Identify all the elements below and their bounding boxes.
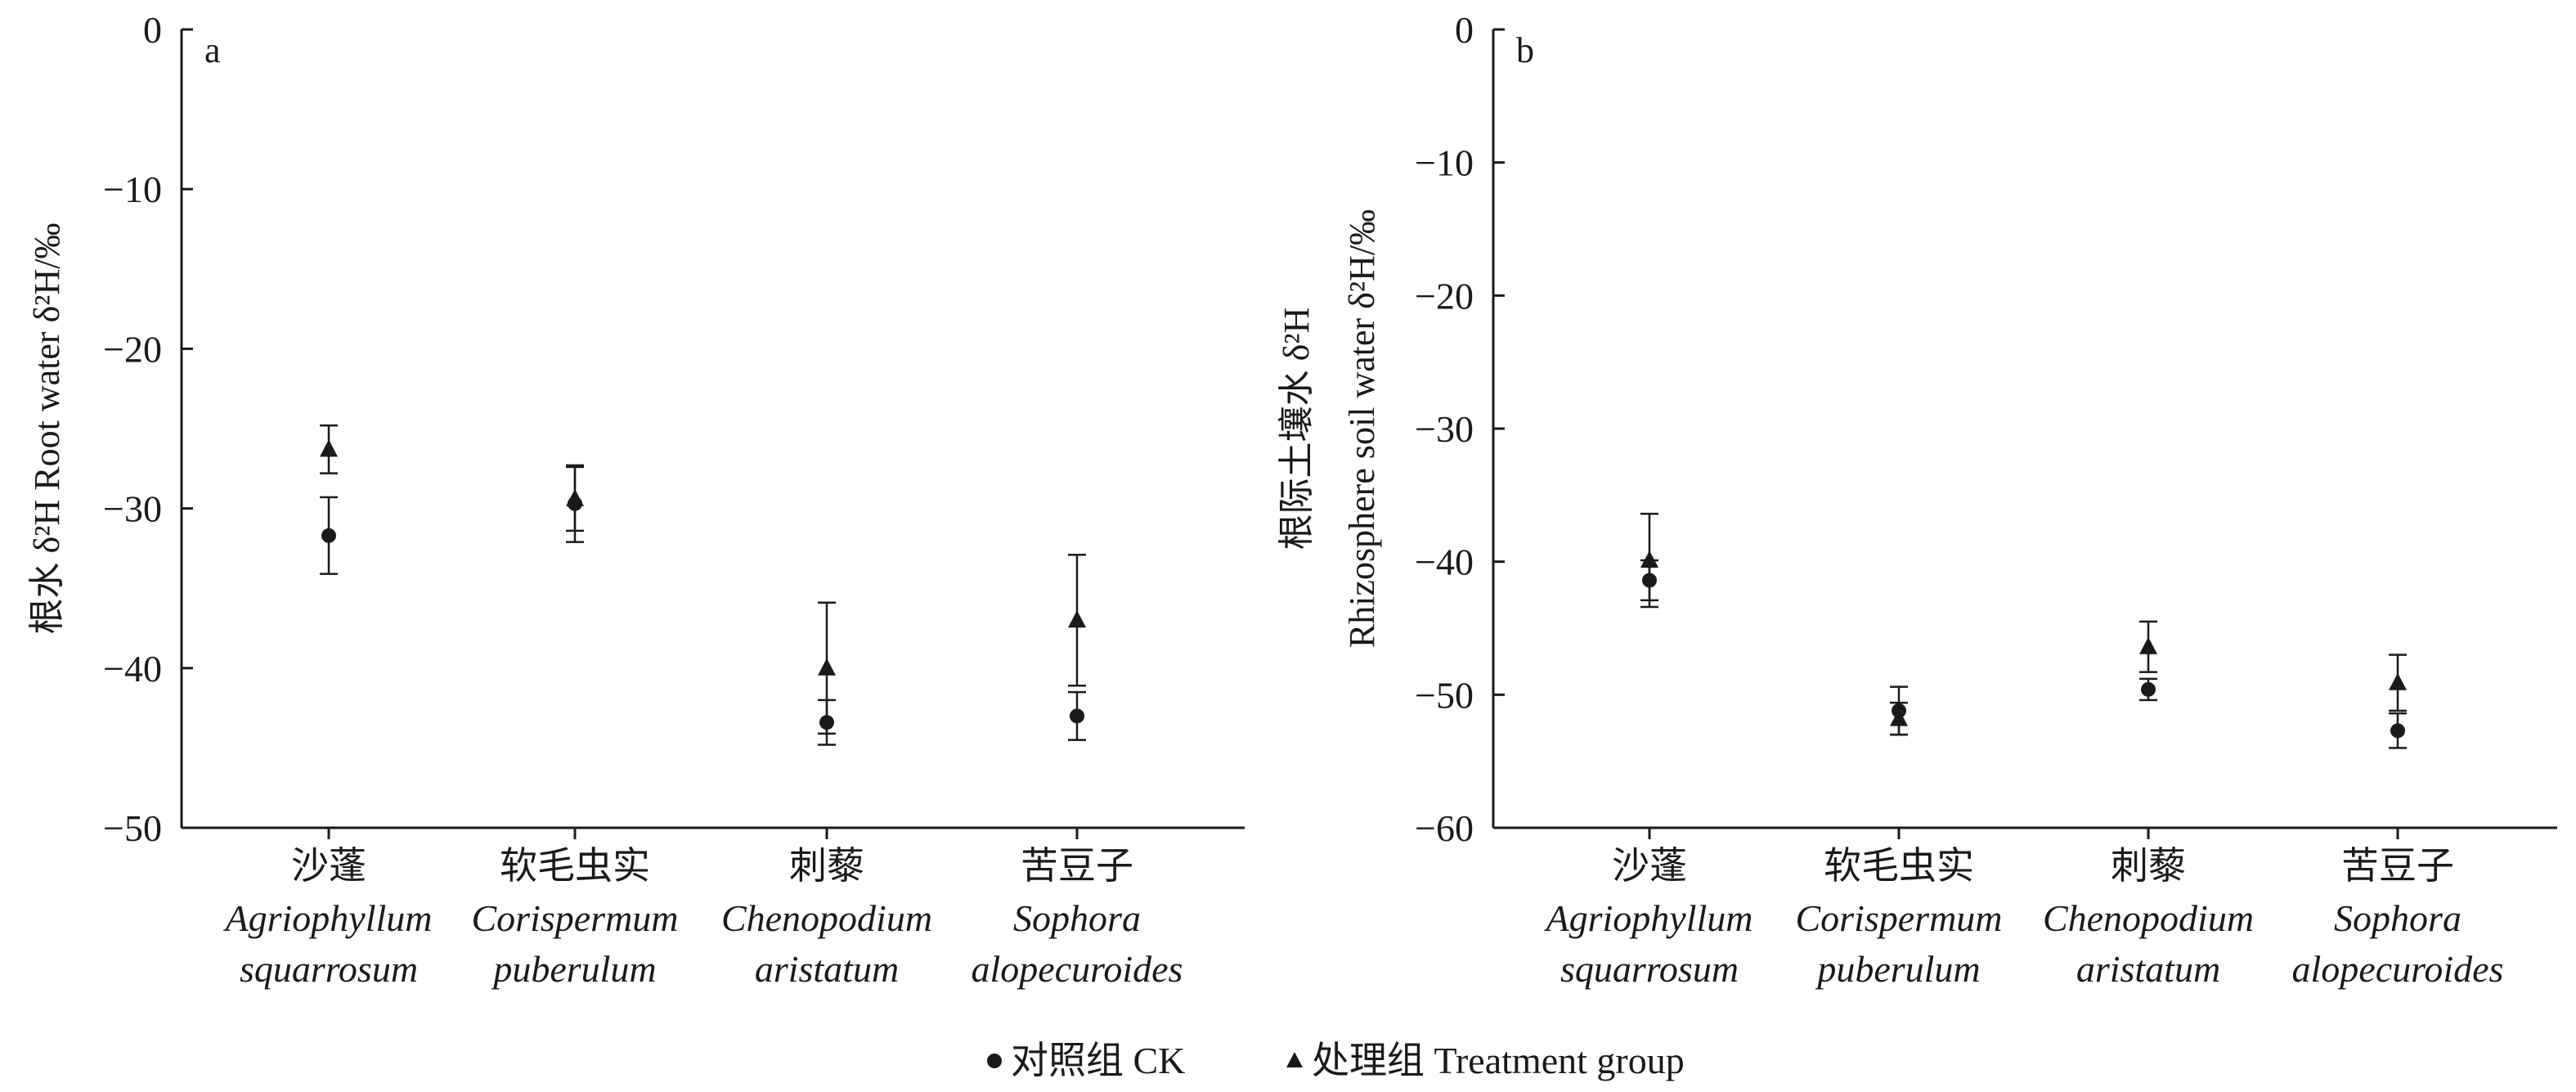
x-category-label-latin: aristatum bbox=[755, 948, 899, 990]
y-tick-label: −50 bbox=[103, 807, 162, 849]
data-point-ck bbox=[2390, 723, 2405, 739]
x-category-label-cn: 软毛虫实 bbox=[1824, 845, 1974, 887]
x-category-label-cn: 沙蓬 bbox=[291, 845, 366, 887]
data-point-ck bbox=[321, 528, 336, 543]
x-category-label-cn: 软毛虫实 bbox=[500, 845, 650, 887]
legend: 对照组 CK 处理组 Treatment group bbox=[987, 1040, 1685, 1081]
legend-label-ck: 对照组 CK bbox=[1011, 1040, 1185, 1081]
x-category-label-latin: alopecuroides bbox=[2292, 948, 2504, 990]
x-category-label-latin: puberulum bbox=[1815, 948, 1980, 990]
y-tick-label: −20 bbox=[1415, 275, 1474, 317]
x-category-label-cn: 沙蓬 bbox=[1612, 845, 1687, 887]
x-category-label-latin: Sophora bbox=[2334, 897, 2462, 939]
y-tick-label: −30 bbox=[103, 488, 162, 530]
y-tick-label: −10 bbox=[1415, 142, 1474, 184]
data-point-treatment bbox=[566, 488, 584, 506]
y-tick-label: −40 bbox=[103, 648, 162, 690]
x-category-label-cn: 刺藜 bbox=[789, 845, 864, 887]
data-point-treatment bbox=[1068, 610, 1086, 628]
y-tick-label: 0 bbox=[1455, 9, 1474, 51]
data-point-treatment bbox=[2389, 672, 2407, 690]
x-category-label-latin: Corispermum bbox=[1795, 897, 2002, 939]
x-category-label-latin: aristatum bbox=[2076, 948, 2220, 990]
y-tick-label: −40 bbox=[1415, 542, 1474, 583]
panel-letter: a bbox=[204, 30, 221, 70]
y-axis-title: Rhizosphere soil water δ²H/‰ bbox=[1342, 209, 1382, 648]
x-category-label-latin: Chenopodium bbox=[2043, 897, 2254, 939]
y-axis-title: 根际土壤水 δ²H bbox=[1277, 308, 1317, 550]
data-point-treatment bbox=[320, 439, 338, 457]
data-point-ck bbox=[1070, 708, 1084, 724]
x-category-label-latin: Agriophyllum bbox=[223, 897, 433, 939]
x-category-label-latin: puberulum bbox=[491, 948, 656, 990]
x-category-label-latin: Sophora bbox=[1013, 897, 1141, 939]
panel-b-rhizosphere-soil-water-chart: 0 −10 −20 −30 −40 −50 −60 沙蓬 Agriophyllum squarro… bbox=[1277, 9, 2557, 990]
data-point-treatment bbox=[818, 658, 836, 676]
panel-letter: b bbox=[1516, 30, 1534, 70]
data-point-ck bbox=[2141, 681, 2156, 697]
data-point-treatment bbox=[1890, 708, 1908, 726]
legend-circle-marker bbox=[987, 1054, 1002, 1068]
x-category-label-latin: Agriophyllum bbox=[1544, 897, 1753, 939]
x-category-label-latin: Corispermum bbox=[471, 897, 678, 939]
y-tick-label: −30 bbox=[1415, 408, 1474, 450]
x-category-label-latin: alopecuroides bbox=[972, 948, 1183, 990]
x-category-label-latin: Chenopodium bbox=[721, 897, 932, 939]
x-category-label-cn: 苦豆子 bbox=[1021, 845, 1133, 887]
x-category-label-latin: squarrosum bbox=[240, 948, 418, 990]
data-point-treatment bbox=[2139, 636, 2157, 654]
y-tick-label: 0 bbox=[143, 9, 162, 51]
x-category-label-latin: squarrosum bbox=[1560, 948, 1739, 990]
y-axis-title: 根水 δ²H Root water δ²H/‰ bbox=[27, 223, 67, 635]
panel-a-root-water-chart: 0 −10 −20 −30 −40 −50 沙蓬 Agriophyllum squarrosum… bbox=[27, 9, 1245, 990]
legend-label-treatment: 处理组 Treatment group bbox=[1312, 1040, 1685, 1081]
x-category-label-cn: 刺藜 bbox=[2111, 845, 2186, 887]
y-tick-label: −60 bbox=[1415, 807, 1474, 849]
data-point-treatment bbox=[1640, 550, 1658, 568]
y-tick-label: −10 bbox=[103, 169, 162, 210]
legend-triangle-marker bbox=[1286, 1052, 1303, 1067]
y-tick-label: −50 bbox=[1415, 674, 1474, 716]
y-tick-label: −20 bbox=[103, 328, 162, 370]
x-category-label-cn: 苦豆子 bbox=[2341, 845, 2454, 887]
